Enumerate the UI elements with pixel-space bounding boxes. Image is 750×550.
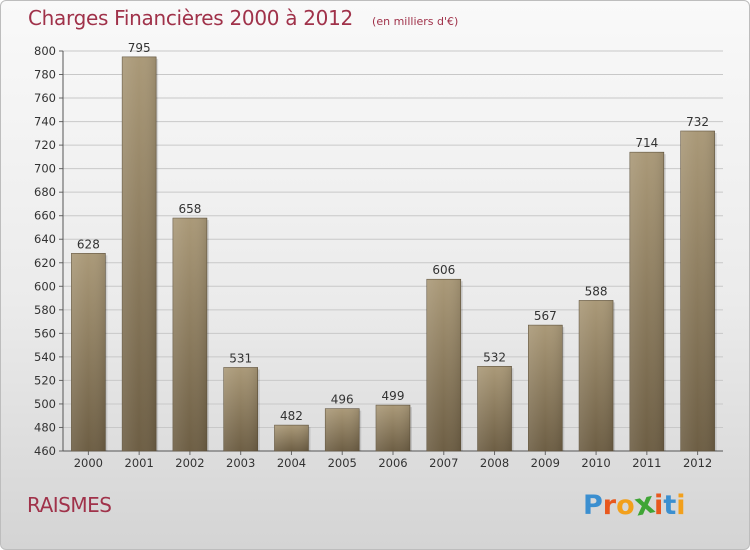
y-tick-label: 740	[34, 115, 56, 129]
x-tick-label: 2003	[226, 456, 255, 470]
y-tick-label: 540	[34, 350, 56, 364]
chart-subtitle: (en milliers d'€)	[372, 15, 459, 28]
bars	[71, 56, 717, 452]
data-label: 732	[686, 115, 709, 129]
y-tick-label: 760	[34, 91, 56, 105]
y-tick-label: 600	[34, 279, 56, 293]
y-tick-label: 800	[34, 44, 56, 58]
bar-highlight	[477, 366, 512, 451]
x-tick-label: 2009	[531, 456, 560, 470]
bar-highlight	[71, 253, 106, 451]
data-label: 588	[585, 284, 608, 298]
data-label: 567	[534, 309, 557, 323]
x-tick-label: 2010	[581, 456, 610, 470]
x-tick-label: 2002	[175, 456, 204, 470]
data-label: 532	[483, 350, 506, 364]
y-tick-label: 620	[34, 256, 56, 270]
x-tick-label: 2011	[632, 456, 661, 470]
data-label: 606	[432, 263, 455, 277]
y-tick-label: 480	[34, 420, 56, 434]
title-row: Charges Financières 2000 à 2012 (en mill…	[28, 6, 458, 30]
logo-letter: P	[583, 490, 603, 521]
bar-highlight	[629, 152, 664, 452]
data-label: 496	[331, 393, 354, 407]
bar-highlight	[325, 408, 360, 451]
data-label: 714	[635, 136, 658, 150]
y-tick-label: 680	[34, 185, 56, 199]
x-tick-label: 2012	[683, 456, 712, 470]
bar-highlight	[122, 56, 157, 451]
bar-highlight	[223, 367, 258, 451]
x-tick-label: 2000	[74, 456, 103, 470]
data-label: 482	[280, 409, 303, 423]
y-tick-label: 580	[34, 303, 56, 317]
x-tick-label: 2004	[277, 456, 306, 470]
bar-highlight	[680, 131, 715, 451]
data-label: 658	[178, 202, 201, 216]
bar-highlight	[579, 300, 614, 451]
y-tick-label: 500	[34, 397, 56, 411]
bar-highlight	[376, 405, 410, 451]
x-tick-label: 2008	[480, 456, 509, 470]
bar-highlight	[426, 279, 461, 451]
y-tick-label: 780	[34, 68, 56, 82]
y-tick-label: 460	[34, 444, 56, 458]
bar-highlight	[172, 218, 207, 451]
y-tick-label: 660	[34, 209, 56, 223]
logo-letter: i	[676, 490, 686, 521]
y-tick-label: 560	[34, 326, 56, 340]
data-label: 795	[128, 41, 151, 55]
data-label: 531	[229, 351, 252, 365]
x-tick-label: 2005	[328, 456, 357, 470]
x-tick-label: 2006	[378, 456, 407, 470]
logo-letter: r	[602, 490, 617, 521]
proxiti-logo[interactable]: Proxiti	[583, 485, 686, 523]
data-labels: 628 795 658 531 482 496 499 606 532 567 588 714 732	[77, 41, 709, 423]
bar-highlight	[528, 325, 563, 451]
x-tick-label: 2007	[429, 456, 458, 470]
data-label: 499	[382, 389, 405, 403]
y-tick-label: 520	[34, 373, 56, 387]
chart-title: Charges Financières 2000 à 2012	[28, 6, 353, 30]
y-tick-label: 700	[34, 162, 56, 176]
town-name: RAISMES	[27, 493, 112, 517]
logo-letter: t	[663, 490, 677, 521]
logo-letter: o	[616, 490, 635, 521]
x-tick-label: 2001	[125, 456, 154, 470]
y-tick-label: 640	[34, 232, 56, 246]
logo-letter: i	[654, 490, 664, 521]
y-tick-label: 720	[34, 138, 56, 152]
data-label: 628	[77, 237, 100, 251]
bar-highlight	[274, 425, 309, 451]
